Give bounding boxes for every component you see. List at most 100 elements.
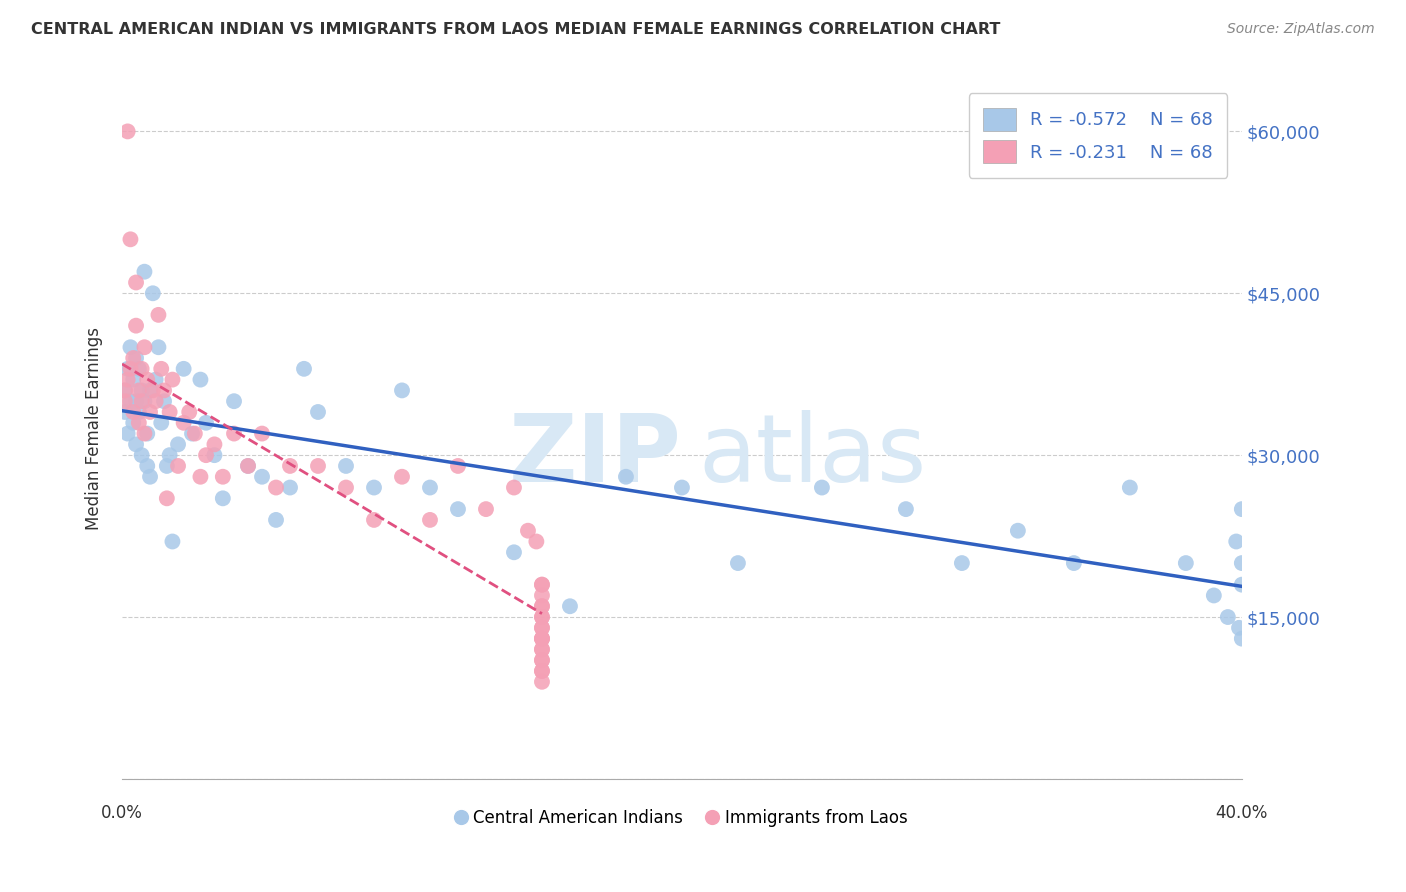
Point	[530, 599, 553, 614]
Point	[159, 448, 181, 462]
Point	[131, 361, 153, 376]
Point	[447, 458, 470, 473]
Point	[190, 373, 212, 387]
Point	[134, 340, 156, 354]
Point	[134, 394, 156, 409]
Point	[307, 405, 329, 419]
Point	[184, 426, 207, 441]
Point	[142, 286, 165, 301]
Point	[1230, 556, 1253, 570]
Point	[236, 458, 259, 473]
Point	[475, 502, 498, 516]
Point	[122, 373, 145, 387]
Point	[1216, 610, 1239, 624]
Point	[145, 394, 167, 409]
Point	[211, 469, 233, 483]
Point	[117, 361, 139, 376]
Point	[139, 405, 162, 419]
Point	[211, 491, 233, 506]
Point	[131, 448, 153, 462]
Point	[195, 416, 218, 430]
Point	[167, 458, 190, 473]
Point	[136, 458, 159, 473]
Point	[391, 384, 413, 398]
Point	[114, 384, 136, 398]
Point	[727, 556, 749, 570]
Point	[250, 469, 273, 483]
Point	[950, 556, 973, 570]
Point	[131, 394, 153, 409]
Point	[120, 394, 142, 409]
Point	[530, 610, 553, 624]
Point	[278, 481, 301, 495]
Point	[222, 394, 245, 409]
Point	[447, 502, 470, 516]
Point	[134, 265, 156, 279]
Point	[530, 642, 553, 657]
Point	[139, 384, 162, 398]
Point	[1119, 481, 1142, 495]
Point	[419, 481, 441, 495]
Point	[131, 384, 153, 398]
Point	[114, 405, 136, 419]
Text: 40.0%: 40.0%	[1216, 804, 1268, 822]
Point	[530, 674, 553, 689]
Point	[811, 481, 834, 495]
Point	[335, 481, 357, 495]
Point	[335, 458, 357, 473]
Point	[530, 589, 553, 603]
Point	[524, 534, 547, 549]
Point	[894, 502, 917, 516]
Point	[120, 232, 142, 246]
Point	[1227, 621, 1250, 635]
Point	[125, 318, 148, 333]
Point	[156, 458, 179, 473]
Point	[156, 491, 179, 506]
Point	[136, 426, 159, 441]
Point	[292, 361, 315, 376]
Point	[128, 416, 150, 430]
Point	[558, 599, 581, 614]
Point	[1174, 556, 1197, 570]
Text: Source: ZipAtlas.com: Source: ZipAtlas.com	[1227, 22, 1375, 37]
Point	[1007, 524, 1029, 538]
Point	[264, 481, 287, 495]
Point	[530, 621, 553, 635]
Point	[153, 394, 176, 409]
Point	[117, 426, 139, 441]
Point	[162, 534, 184, 549]
Point	[614, 469, 637, 483]
Point	[120, 340, 142, 354]
Point	[122, 405, 145, 419]
Point	[1063, 556, 1085, 570]
Point	[142, 384, 165, 398]
Point	[1225, 534, 1247, 549]
Point	[122, 351, 145, 365]
Point	[190, 469, 212, 483]
Text: 0.0%: 0.0%	[101, 804, 143, 822]
Point	[167, 437, 190, 451]
Point	[120, 361, 142, 376]
Text: CENTRAL AMERICAN INDIAN VS IMMIGRANTS FROM LAOS MEDIAN FEMALE EARNINGS CORRELATI: CENTRAL AMERICAN INDIAN VS IMMIGRANTS FR…	[31, 22, 1000, 37]
Point	[134, 426, 156, 441]
Point	[530, 632, 553, 646]
Point	[173, 361, 195, 376]
Point	[148, 340, 170, 354]
Point	[222, 426, 245, 441]
Point	[179, 405, 201, 419]
Point	[530, 599, 553, 614]
Point	[530, 577, 553, 591]
Point	[530, 664, 553, 678]
Point	[148, 308, 170, 322]
Point	[117, 373, 139, 387]
Point	[150, 361, 173, 376]
Point	[128, 361, 150, 376]
Point	[278, 458, 301, 473]
Point	[125, 437, 148, 451]
Point	[181, 426, 204, 441]
Point	[1202, 589, 1225, 603]
Point	[125, 351, 148, 365]
Point	[363, 481, 385, 495]
Point	[125, 276, 148, 290]
Point	[419, 513, 441, 527]
